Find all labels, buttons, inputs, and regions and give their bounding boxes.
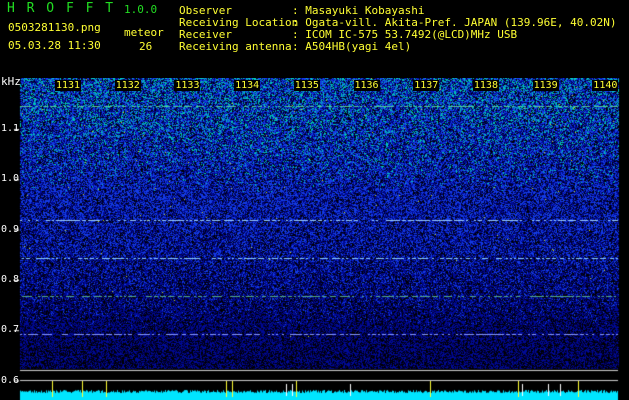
info-value: : Masayuki Kobayashi — [292, 4, 425, 17]
time-tick-label: 1131 — [55, 80, 82, 91]
time-tick-label: 1138 — [472, 80, 499, 91]
time-tick-label: 1134 — [234, 80, 261, 91]
info-value: : ICOM IC-575 53.7492(@LCD)MHz USB — [292, 28, 518, 41]
meteor-label: meteor — [124, 26, 164, 39]
spectrogram — [0, 78, 629, 400]
y-tick-label: 1.0 — [1, 173, 20, 185]
y-tick-label: 0.9 — [1, 223, 20, 235]
y-tick-label: 1.1 — [1, 123, 20, 134]
time-tick-label: 1136 — [353, 80, 380, 91]
time-tick-label: 1139 — [532, 80, 559, 91]
y-tick-label: 0.8 — [1, 273, 20, 285]
info-value: : A504HB(yagi 4el) — [292, 40, 412, 53]
y-tick-label: 0.7 — [1, 324, 20, 336]
info-label: Receiving antenna — [179, 40, 292, 53]
time-tick-label: 1135 — [293, 80, 320, 91]
time-tick-label: 1140 — [592, 80, 619, 91]
y-tick-label: 0.6 — [1, 374, 20, 386]
meteor-count: 26 — [139, 40, 153, 53]
time-tick-label: 1137 — [413, 80, 440, 91]
info-value: : Ogata-vill. Akita-Pref. JAPAN (139.96E… — [292, 16, 617, 29]
info-label: Receiver — [179, 28, 232, 41]
app-version: 1.0.0 — [124, 3, 158, 16]
file-datetime: 05.03.28 11:30 — [8, 39, 101, 52]
app-title: H R O F F T — [7, 1, 116, 16]
info-label: Receiving Location — [179, 16, 299, 29]
file-name: 0503281130.png — [8, 21, 101, 34]
unit-label: kHz — [1, 75, 21, 88]
info-label: Observer — [179, 4, 232, 17]
time-tick-label: 1133 — [174, 80, 201, 91]
time-tick-label: 1132 — [114, 80, 141, 91]
